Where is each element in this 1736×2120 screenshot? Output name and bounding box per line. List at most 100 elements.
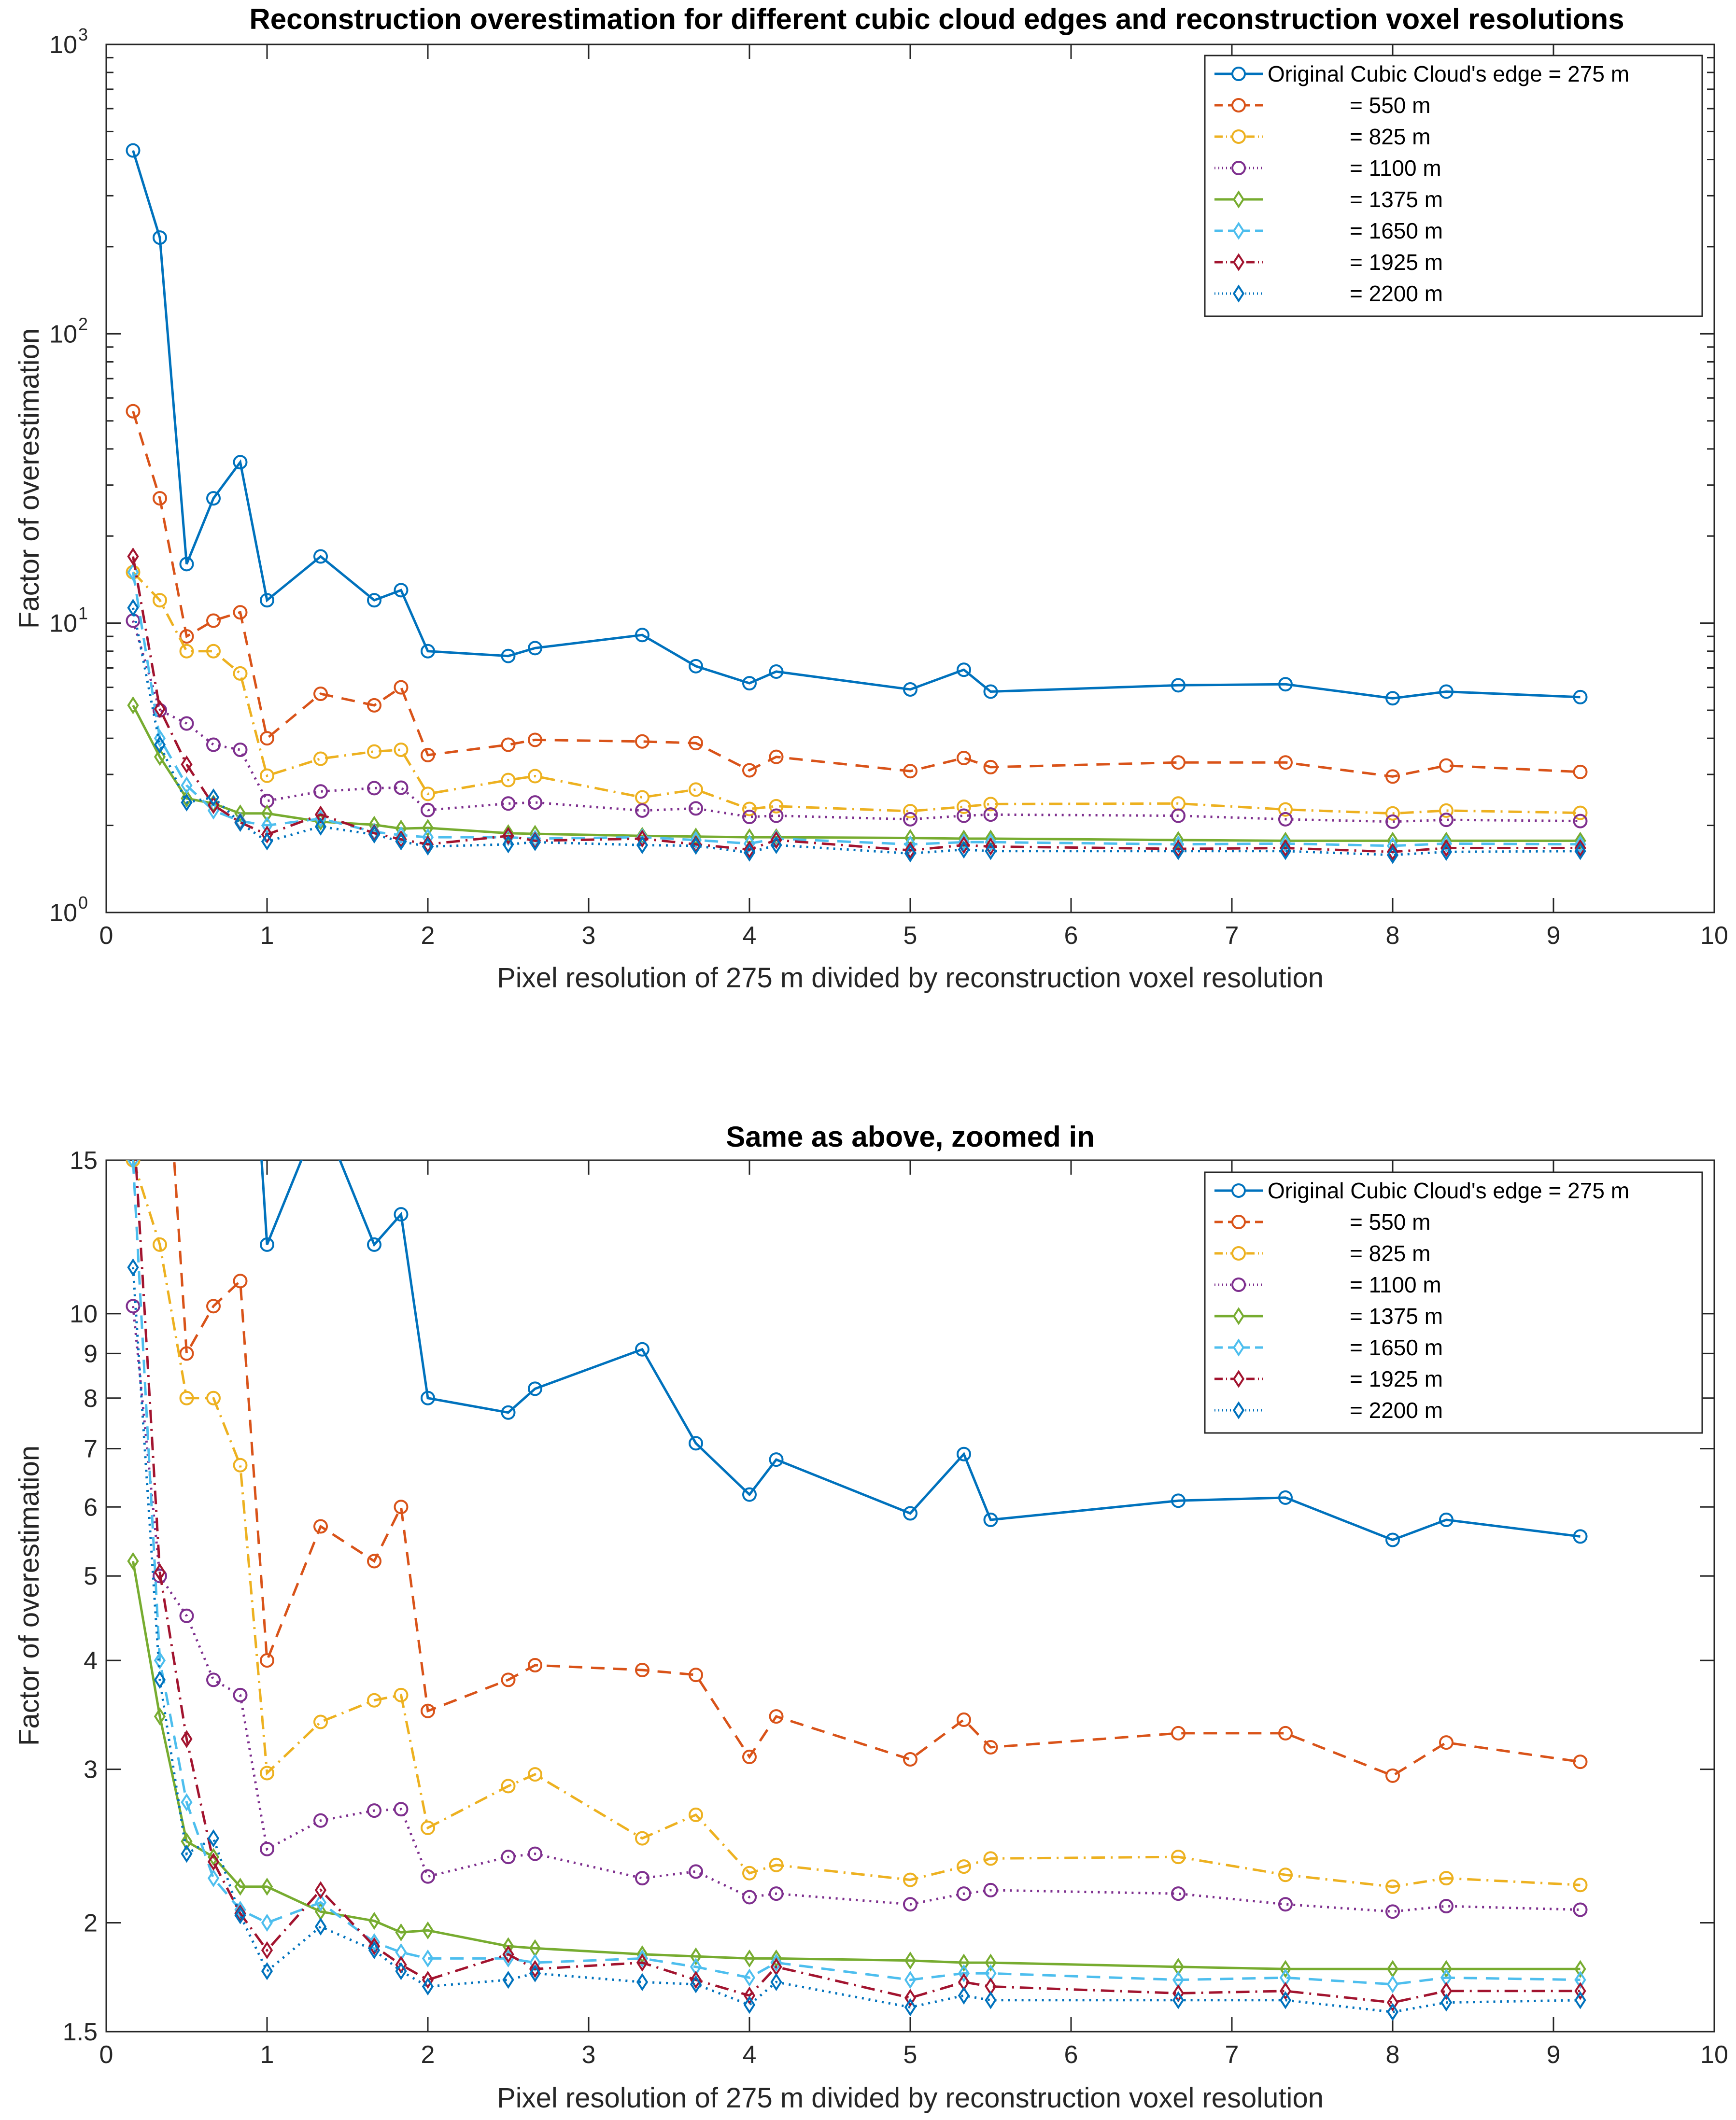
data-point-marker — [501, 796, 516, 811]
data-point-marker — [1439, 758, 1454, 773]
legend-entry: Original Cubic Cloud's edge = 275 m — [1268, 1178, 1629, 1203]
data-point-marker — [635, 734, 649, 749]
data-point-marker — [1278, 755, 1293, 770]
data-point-marker — [233, 1274, 248, 1289]
data-point-marker — [126, 1299, 141, 1314]
legend-marker — [1232, 284, 1245, 303]
x-tick-label: 10 — [1700, 922, 1728, 950]
data-point-marker — [179, 629, 194, 644]
data-point-marker — [1278, 1726, 1293, 1741]
data-point-marker — [956, 799, 971, 814]
data-point-marker — [395, 826, 407, 844]
data-point-marker — [983, 1740, 998, 1755]
data-point-marker — [260, 731, 274, 746]
data-point-marker — [985, 833, 997, 852]
data-point-marker — [1172, 1991, 1185, 2009]
series-line — [134, 1160, 1581, 2004]
data-point-marker — [690, 1947, 702, 1966]
data-point-marker — [689, 801, 704, 816]
data-point-marker — [904, 844, 917, 863]
y-tick-label: 10 — [49, 320, 77, 348]
data-point-marker — [261, 1962, 273, 1980]
data-point-marker — [127, 563, 139, 581]
data-point-marker — [528, 1846, 543, 1861]
data-point-marker — [529, 1964, 541, 1982]
data-point-marker — [260, 1766, 274, 1781]
data-point-marker — [528, 732, 543, 747]
series-line — [260, 1160, 1581, 1542]
data-point-marker — [233, 666, 248, 681]
x-tick-label: 9 — [1547, 922, 1561, 950]
data-point-marker — [367, 698, 382, 713]
x-axis-label: Pixel resolution of 275 m divided by rec… — [497, 962, 1324, 994]
data-point-marker — [127, 1552, 139, 1571]
data-point-marker — [1171, 1726, 1186, 1741]
data-point-marker — [689, 1436, 704, 1451]
data-point-marker — [421, 1390, 435, 1405]
data-point-marker — [690, 1975, 702, 1994]
data-point-marker — [1573, 1755, 1588, 1769]
x-tick-label: 4 — [743, 922, 757, 950]
x-tick-label: 9 — [1547, 2041, 1561, 2069]
data-point-marker — [742, 676, 757, 691]
data-point-marker — [368, 1941, 381, 1960]
data-point-marker — [261, 1941, 273, 1960]
data-point-marker — [1574, 1960, 1586, 1978]
data-point-marker — [1439, 1898, 1454, 1913]
data-point-marker — [181, 1844, 193, 1863]
data-point-marker — [956, 808, 971, 823]
x-tick-label: 3 — [582, 2041, 596, 2069]
data-point-marker — [1278, 1897, 1293, 1912]
data-point-marker — [127, 599, 139, 617]
data-point-marker — [154, 1651, 166, 1670]
series-line — [132, 1561, 1581, 1970]
legend-marker — [1232, 222, 1245, 240]
data-point-marker — [207, 796, 220, 814]
data-point-marker — [690, 1971, 702, 1989]
data-point-marker — [635, 1662, 649, 1677]
data-point-marker — [983, 807, 998, 822]
data-point-marker — [395, 830, 407, 849]
data-point-marker — [313, 1714, 328, 1729]
series-line — [132, 572, 1581, 847]
x-tick-label: 5 — [903, 2041, 917, 2069]
data-point-marker — [314, 1893, 327, 1912]
data-point-marker — [154, 735, 166, 754]
data-point-marker — [261, 825, 273, 844]
data-point-marker — [501, 1405, 516, 1420]
x-tick-label: 10 — [1700, 2041, 1728, 2069]
legend-entry: = 1100 m — [1350, 1272, 1441, 1297]
data-point-marker — [903, 812, 917, 827]
data-point-marker — [689, 782, 704, 797]
data-point-marker — [742, 809, 757, 824]
data-point-marker — [1385, 1879, 1400, 1894]
data-point-marker — [314, 1917, 327, 1936]
data-point-marker — [181, 776, 193, 795]
data-point-marker — [958, 836, 970, 855]
y-tick-exponent: 3 — [78, 25, 88, 44]
data-point-marker — [690, 831, 702, 849]
data-point-marker — [367, 781, 382, 796]
data-point-marker — [1172, 840, 1185, 858]
legend-entry: = 2200 m — [1350, 281, 1443, 306]
data-point-marker — [126, 143, 141, 158]
data-point-marker — [983, 1851, 998, 1866]
data-point-marker — [769, 808, 784, 823]
data-point-marker — [636, 829, 649, 848]
y-tick-label: 6 — [84, 1493, 98, 1521]
data-point-marker — [1385, 1768, 1400, 1783]
data-point-marker — [152, 230, 167, 245]
data-point-marker — [502, 827, 514, 845]
data-point-marker — [769, 749, 784, 764]
data-point-marker — [1385, 769, 1400, 784]
data-point-marker — [1440, 834, 1453, 853]
data-point-marker — [1439, 1735, 1454, 1750]
data-point-marker — [1278, 812, 1293, 827]
data-point-marker — [1574, 842, 1586, 860]
data-point-marker — [1574, 1982, 1586, 2000]
chart-title: Same as above, zoomed in — [726, 1121, 1095, 1153]
legend-box — [1204, 1171, 1703, 1434]
data-point-marker — [421, 1703, 435, 1718]
data-point-marker — [127, 1258, 139, 1277]
data-point-marker — [1440, 1994, 1453, 2012]
